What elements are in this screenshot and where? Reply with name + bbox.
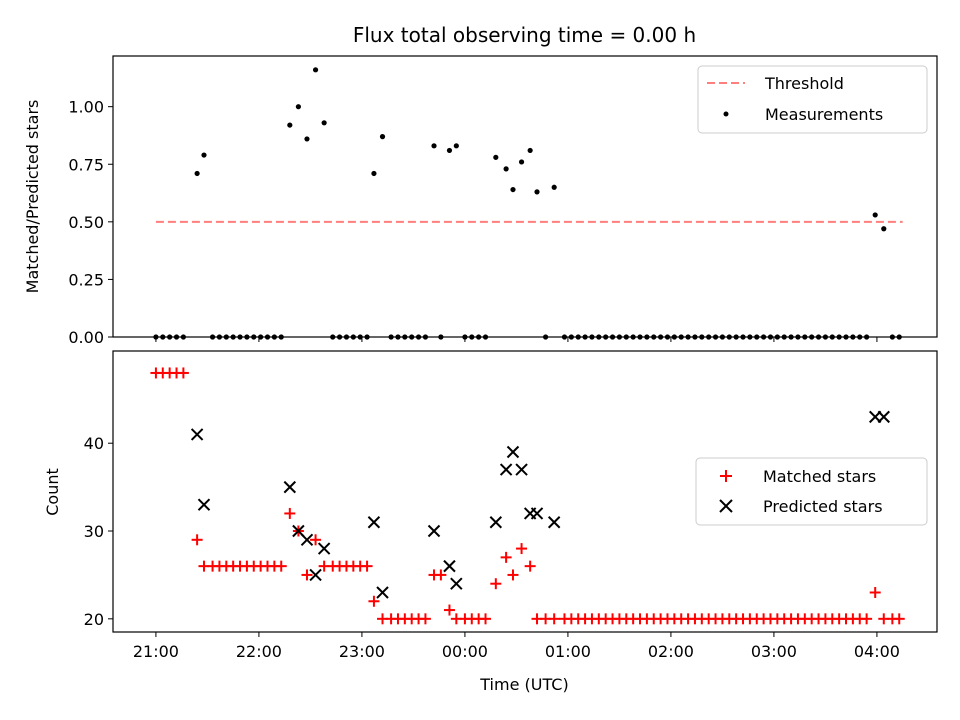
matched-stars-point [524, 560, 536, 572]
predicted-stars-point [367, 516, 381, 529]
predicted-stars-point [283, 480, 297, 494]
measurements-point [510, 186, 516, 193]
top-legend: Threshold Measurements [697, 65, 928, 134]
predicted-stars-point [197, 498, 211, 511]
matched-stars-point [516, 543, 528, 555]
matched-stars-point [419, 613, 431, 625]
predicted-stars-point [506, 445, 520, 459]
predicted-stars-point [515, 463, 528, 476]
measurements-legend-label: Measurements [765, 105, 883, 124]
predicted-stars-point [877, 410, 890, 424]
matched-stars-point [310, 534, 322, 546]
top-legend-box [697, 65, 928, 134]
threshold-legend-label: Threshold [764, 74, 844, 93]
x-axis-label: Time (UTC) [479, 675, 568, 694]
matched-stars-point [861, 613, 873, 625]
matched-stars-point [507, 569, 519, 581]
predicted-stars-point [547, 516, 561, 529]
bottom-y-axis-label: Count [43, 468, 62, 516]
measurements-legend-swatch [723, 111, 729, 117]
matched-legend-swatch [720, 470, 732, 482]
predicted-stars-point [450, 577, 463, 590]
measurements-point [201, 152, 207, 158]
matched-stars-point [893, 613, 905, 625]
measurements-point [872, 212, 878, 218]
xtick-label: 03:00 [751, 642, 797, 661]
measurements-point [551, 184, 557, 190]
measurements-point [431, 143, 437, 149]
predicted-stars-point [443, 559, 456, 573]
measurements-point [503, 166, 509, 172]
measurements-point [371, 170, 377, 177]
matched-legend-label: Matched stars [763, 467, 876, 486]
matched-stars-point [548, 613, 560, 625]
top-ytick-label: 1.00 [68, 98, 104, 117]
xtick-label: 00:00 [442, 642, 488, 661]
top-y-axis-label: Matched/Predicted stars [23, 100, 42, 294]
bottom-legend: Matched stars Predicted stars [695, 457, 928, 526]
measurements-point [518, 159, 525, 165]
top-ytick-label: 0.00 [68, 328, 104, 347]
matched-stars-point [191, 534, 203, 546]
predicted-legend-label: Predicted stars [763, 497, 883, 516]
xtick-label: 01:00 [545, 642, 591, 661]
predicted-stars-point [376, 586, 389, 599]
predicted-stars-point [530, 507, 544, 520]
top-ytick-label: 0.25 [68, 270, 104, 289]
predicted-stars-point [499, 463, 513, 476]
xtick-label: 21:00 [133, 642, 179, 661]
predicted-legend-swatch [719, 499, 733, 513]
matched-stars-point [284, 507, 296, 519]
bottom-ytick-label: 20 [84, 610, 104, 629]
top-plot-frame [112, 55, 938, 338]
measurements-point [493, 154, 499, 160]
measurements-point [194, 170, 200, 177]
matched-stars-point [480, 613, 492, 625]
matched-stars-point [368, 595, 380, 607]
matched-stars-point [490, 578, 502, 590]
measurements-point [287, 122, 293, 128]
top-ytick-label: 0.75 [68, 155, 104, 174]
matched-stars-point [443, 604, 455, 616]
matched-stars-point [301, 569, 313, 581]
measurements-point [379, 134, 386, 140]
measurements-point [534, 189, 540, 195]
measurements-point [453, 143, 459, 149]
top-ytick-label: 0.50 [68, 213, 104, 232]
bottom-ytick-label: 30 [84, 522, 104, 541]
matched-stars-point [275, 560, 287, 572]
predicted-stars-point [300, 533, 314, 547]
measurements-point [527, 147, 533, 154]
bottom-plot-frame [112, 350, 938, 633]
measurements-point [304, 136, 310, 142]
predicted-stars-point [427, 524, 441, 538]
matched-stars-point [177, 367, 189, 379]
predicted-stars-point [309, 568, 322, 582]
bottom-legend-box [695, 457, 928, 526]
bottom-ytick-label: 40 [84, 434, 104, 453]
chart-title: Flux total observing time = 0.00 h [353, 23, 696, 47]
xtick-label: 04:00 [854, 642, 900, 661]
measurements-point [446, 147, 453, 154]
xtick-label: 23:00 [339, 642, 385, 661]
matched-stars-point [361, 560, 373, 572]
predicted-stars-point [190, 428, 204, 441]
measurements-point [295, 104, 301, 110]
bottom-panel: 20 30 40 21:00 22:00 23:00 00:00 01:00 02:00 03:… [43, 350, 938, 694]
measurements-point [321, 120, 327, 126]
xtick-label: 02:00 [648, 642, 694, 661]
xtick-label: 22:00 [236, 642, 282, 661]
measurements-point [312, 67, 319, 73]
top-panel: 0.00 0.25 0.50 0.75 1.00 Matched/Predicted s… [23, 55, 938, 347]
predicted-stars-point [317, 542, 331, 555]
predicted-stars-point [489, 516, 503, 529]
matched-stars-point [500, 551, 512, 563]
matched-stars-point [869, 586, 881, 598]
measurements-point [881, 226, 887, 232]
matched-stars-point [435, 569, 447, 581]
